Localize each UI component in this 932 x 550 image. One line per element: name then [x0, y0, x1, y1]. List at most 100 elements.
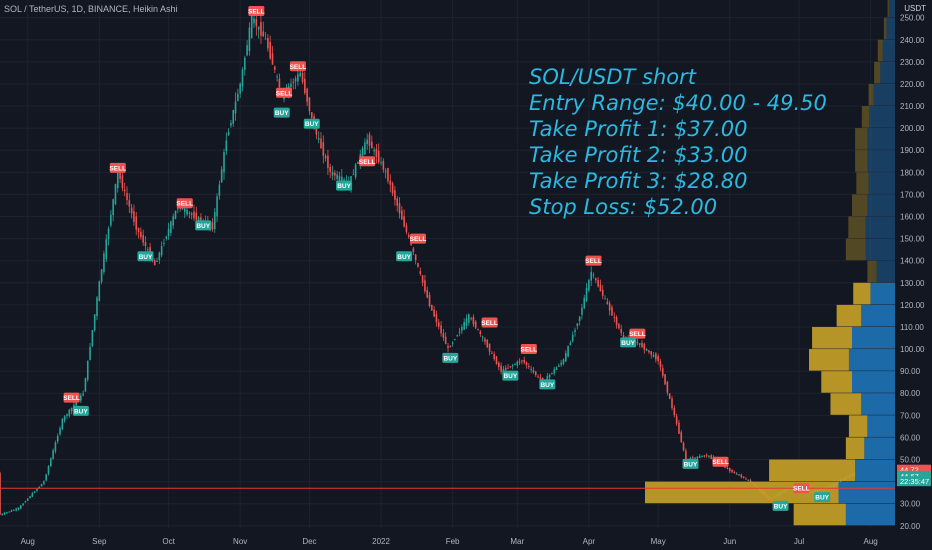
candle-body [135, 216, 138, 230]
candle-body [304, 78, 306, 93]
signal-label: BUY [275, 110, 289, 117]
candle-body [119, 172, 121, 179]
candle-body [375, 148, 378, 158]
candle-body [417, 263, 419, 267]
candle-body [0, 472, 1, 515]
candle-body [103, 253, 105, 273]
y-tick-label: 240.00 [900, 36, 925, 45]
signal-label: BUY [621, 340, 635, 347]
candle-body [456, 335, 459, 337]
y-tick-label: 210.00 [900, 102, 925, 111]
candle-body [310, 112, 313, 118]
buy-signal: BUY [303, 118, 320, 129]
sell-signal: SELL [290, 61, 306, 72]
y-tick-label: 160.00 [900, 213, 925, 222]
y-tick-label: 130.00 [900, 279, 925, 288]
candle-body [218, 184, 221, 196]
candle-body [705, 454, 708, 456]
signal-badge [793, 483, 810, 494]
signal-badge [396, 251, 413, 262]
y-tick-label: 180.00 [900, 168, 925, 177]
candle-body [668, 393, 671, 399]
candle-body [324, 156, 327, 159]
volume-profile-up-bar [876, 260, 895, 283]
y-tick-label: 20.00 [900, 522, 921, 531]
candle-body [116, 171, 119, 189]
candle-body [740, 474, 743, 478]
volume-profile-down-bar [830, 393, 862, 415]
signal-badge [63, 392, 80, 403]
volume-profile-down-bar [861, 106, 870, 128]
candle-body [264, 38, 267, 40]
candle-body [659, 361, 662, 368]
candle-body [158, 252, 161, 261]
candle-body [250, 14, 253, 38]
signal-label: SELL [481, 320, 498, 327]
candle-body [112, 199, 114, 216]
candle-body [597, 280, 599, 287]
candle-body [267, 38, 269, 49]
candle-body [36, 488, 38, 492]
candle-body [419, 271, 422, 274]
candle-body [698, 456, 701, 458]
candle-body [738, 474, 740, 476]
candle-body [193, 211, 195, 219]
candle-body [274, 66, 276, 70]
candle-body [523, 360, 526, 363]
candle-body [500, 365, 502, 372]
candle-body [562, 359, 565, 364]
candle-body [396, 198, 399, 206]
y-tick-label: 190.00 [900, 146, 925, 155]
candle-body [567, 346, 569, 357]
candle-body [638, 343, 641, 345]
candle-body [735, 473, 738, 475]
candle-body [745, 478, 747, 480]
candle-body [114, 184, 117, 204]
candle-body [22, 503, 24, 506]
candle-body [652, 354, 655, 357]
candle-body [3, 512, 6, 515]
candle-body [368, 134, 371, 146]
candle-body [197, 217, 200, 222]
candle-body [45, 474, 47, 481]
signal-badge [409, 233, 426, 244]
volume-profile-down-bar [809, 349, 849, 371]
candle-body [382, 161, 385, 170]
signal-badge [303, 118, 320, 129]
x-tick-label: Jun [723, 537, 736, 546]
candle-body [54, 442, 57, 452]
signal-label: BUY [74, 408, 88, 415]
candle-body [329, 166, 332, 172]
candle-body [239, 83, 241, 94]
candle-body [472, 317, 475, 325]
y-tick-label: 150.00 [900, 235, 925, 244]
candle-body [733, 472, 736, 474]
candle-body [581, 307, 583, 315]
candle-body [174, 210, 177, 219]
volume-profile-down-bar [812, 326, 853, 349]
y-tick-label: 230.00 [900, 58, 925, 67]
candle-body [160, 246, 163, 256]
candle-body [636, 341, 639, 343]
candle-body [223, 152, 225, 173]
time-axis[interactable]: Aug Sep Oct Nov Dec 2022 Feb Mar Apr May Jun Jul Aug [21, 537, 878, 546]
signal-badge [585, 255, 602, 266]
signal-label: SELL [712, 459, 729, 466]
candle-body [560, 362, 562, 365]
candle-body [592, 274, 595, 276]
x-tick-label: Apr [583, 537, 596, 546]
candle-body [380, 162, 382, 164]
volume-profile-down-bar [856, 172, 869, 194]
signal-badge [336, 180, 353, 191]
candle-body [465, 318, 468, 326]
candle-body [516, 361, 519, 366]
signal-badge [539, 379, 556, 390]
candle-body [183, 208, 186, 212]
candle-body [742, 476, 745, 479]
signal-label: SELL [793, 486, 810, 493]
price-axis[interactable]: 20.0030.0040.0050.0060.0070.0080.0090.00… [900, 14, 925, 531]
candle-body [98, 281, 101, 302]
buy-signal: BUY [72, 405, 89, 416]
candle-body [576, 323, 579, 326]
